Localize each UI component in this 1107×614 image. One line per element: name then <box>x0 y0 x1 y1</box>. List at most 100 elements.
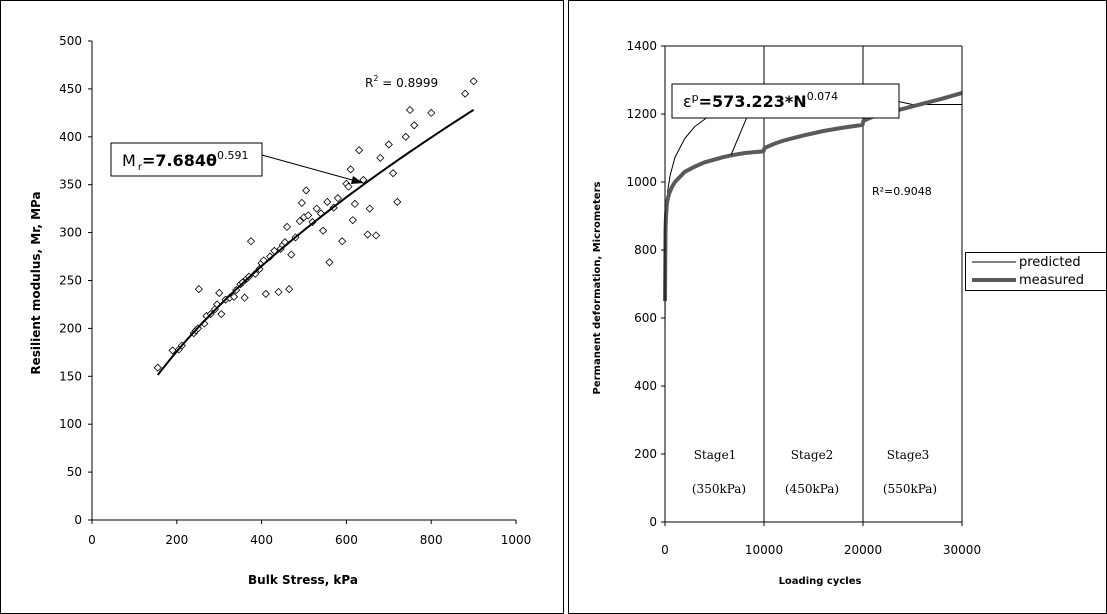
scatter-point <box>384 140 393 149</box>
resilient-modulus-chart: 0 200 400 600 800 1000 0 50 100 150 200 250 300 350 40… <box>29 34 531 587</box>
left-data-points <box>153 77 478 372</box>
right-y-tick-label: 200 <box>634 447 657 461</box>
left-eq-sup: 0.591 <box>217 149 249 162</box>
scatter-point <box>376 153 385 162</box>
right-y-tick-label: 400 <box>634 379 657 393</box>
right-x-tick-label: 30000 <box>943 543 981 557</box>
power-trendline <box>156 109 475 376</box>
left-y-tick-label: 300 <box>59 226 82 240</box>
scatter-point <box>344 182 353 191</box>
left-panel-frame <box>0 0 564 614</box>
left-y-tick-label: 100 <box>59 417 82 431</box>
scatter-point <box>319 226 328 235</box>
left-y-tick-label: 350 <box>59 178 82 192</box>
right-y-tick-label: 600 <box>634 311 657 325</box>
scatter-point <box>287 250 296 259</box>
left-y-tick-label: 250 <box>59 274 82 288</box>
scatter-point <box>363 230 372 239</box>
left-y-tick-label: 0 <box>74 513 82 527</box>
right-eq-mid: =573.223*N <box>699 92 807 111</box>
right-eq-lhs: ε <box>683 92 692 111</box>
scatter-point <box>405 105 415 115</box>
left-x-tick-label: 200 <box>165 533 188 547</box>
left-eq-sub: r <box>138 162 143 173</box>
right-x-tick-label: 0 <box>661 543 669 557</box>
series-predicted <box>664 92 962 328</box>
right-eq-sup1: p <box>692 91 699 104</box>
left-trendline <box>156 109 475 376</box>
scatter-point <box>401 132 410 141</box>
stage3-pressure: (550kPa) <box>883 482 937 496</box>
left-r2-value: = 0.8999 <box>378 76 438 90</box>
scatter-point <box>229 292 239 301</box>
left-eq-lhs: M <box>122 151 136 170</box>
scatter-point <box>312 204 321 213</box>
scatter-point <box>365 204 374 213</box>
scatter-point <box>355 146 364 155</box>
left-axes <box>91 41 516 521</box>
scatter-point <box>274 287 283 297</box>
left-equation-leader <box>261 154 364 184</box>
left-y-tick-label: 150 <box>59 369 82 383</box>
permanent-deformation-chart: 0 10000 20000 30000 0 200 400 600 800 1000 1200 140… <box>592 39 1107 587</box>
stage2-pressure: (450kPa) <box>785 482 839 496</box>
right-x-tick-label: 10000 <box>745 543 783 557</box>
right-y-axis-title: Permanent deformation, Micrometers <box>592 181 603 394</box>
stage1-label: Stage1 <box>694 448 737 462</box>
legend-predicted-label: predicted <box>1019 255 1081 270</box>
right-y-tick-label: 1200 <box>626 107 657 121</box>
right-x-tick-label: 20000 <box>844 543 882 557</box>
scatter-point <box>285 285 294 294</box>
scatter-point <box>217 309 226 319</box>
scatter-point <box>168 346 177 355</box>
right-y-tick-label: 1000 <box>626 175 657 189</box>
left-eq-mid: =7.684θ <box>142 151 217 170</box>
scatter-point <box>295 217 304 226</box>
scatter-point <box>194 285 203 294</box>
legend-measured-label: measured <box>1019 273 1084 288</box>
left-x-tick-label: 600 <box>335 533 358 547</box>
legend: predicted measured <box>965 252 1107 291</box>
right-y-tick-label: 0 <box>649 515 657 529</box>
scatter-point <box>427 108 436 117</box>
right-ticks: 0 10000 20000 30000 0 200 400 600 800 1000 1200 140… <box>626 39 981 557</box>
left-equation-box <box>110 142 263 177</box>
scatter-point <box>333 194 342 203</box>
scatter-point <box>153 363 162 372</box>
left-y-axis-title: Resilient modulus, Mr, MPa <box>29 191 43 374</box>
scatter-point <box>297 198 306 207</box>
scatter-point <box>323 197 332 207</box>
scatter-point <box>461 89 470 98</box>
left-x-tick-label: 400 <box>250 533 273 547</box>
right-equation-box <box>671 83 900 119</box>
left-y-tick-label: 50 <box>67 465 82 479</box>
scatter-point <box>372 231 381 240</box>
right-equation: εp=573.223*N0.074 <box>683 90 838 111</box>
scatter-point <box>338 237 347 246</box>
right-eq-sup2: 0.074 <box>807 90 839 103</box>
scatter-point <box>350 199 359 208</box>
left-x-tick-label: 800 <box>420 533 443 547</box>
scatter-point <box>302 186 311 195</box>
scatter-point <box>261 289 270 298</box>
right-axes <box>664 45 963 523</box>
right-y-tick-label: 800 <box>634 243 657 257</box>
left-r2-annotation: R2 = 0.8999 <box>365 74 438 90</box>
left-y-tick-label: 500 <box>59 34 82 48</box>
left-r2-letter: R <box>365 76 373 90</box>
scatter-point <box>325 258 334 267</box>
left-r2-sup: 2 <box>373 74 378 83</box>
right-y-tick-label: 1400 <box>626 39 657 53</box>
left-y-tick-label: 200 <box>59 321 82 335</box>
left-ticks: 0 200 400 600 800 1000 0 50 100 150 200 250 300 350 40… <box>59 34 531 547</box>
scatter-point <box>393 197 402 207</box>
scatter-point <box>304 211 313 220</box>
right-x-axis-title: Loading cycles <box>779 576 862 587</box>
scatter-point <box>359 175 368 184</box>
scatter-point <box>240 293 249 302</box>
left-x-tick-label: 0 <box>88 533 96 547</box>
scatter-point <box>282 222 292 231</box>
left-x-tick-label: 1000 <box>501 533 532 547</box>
